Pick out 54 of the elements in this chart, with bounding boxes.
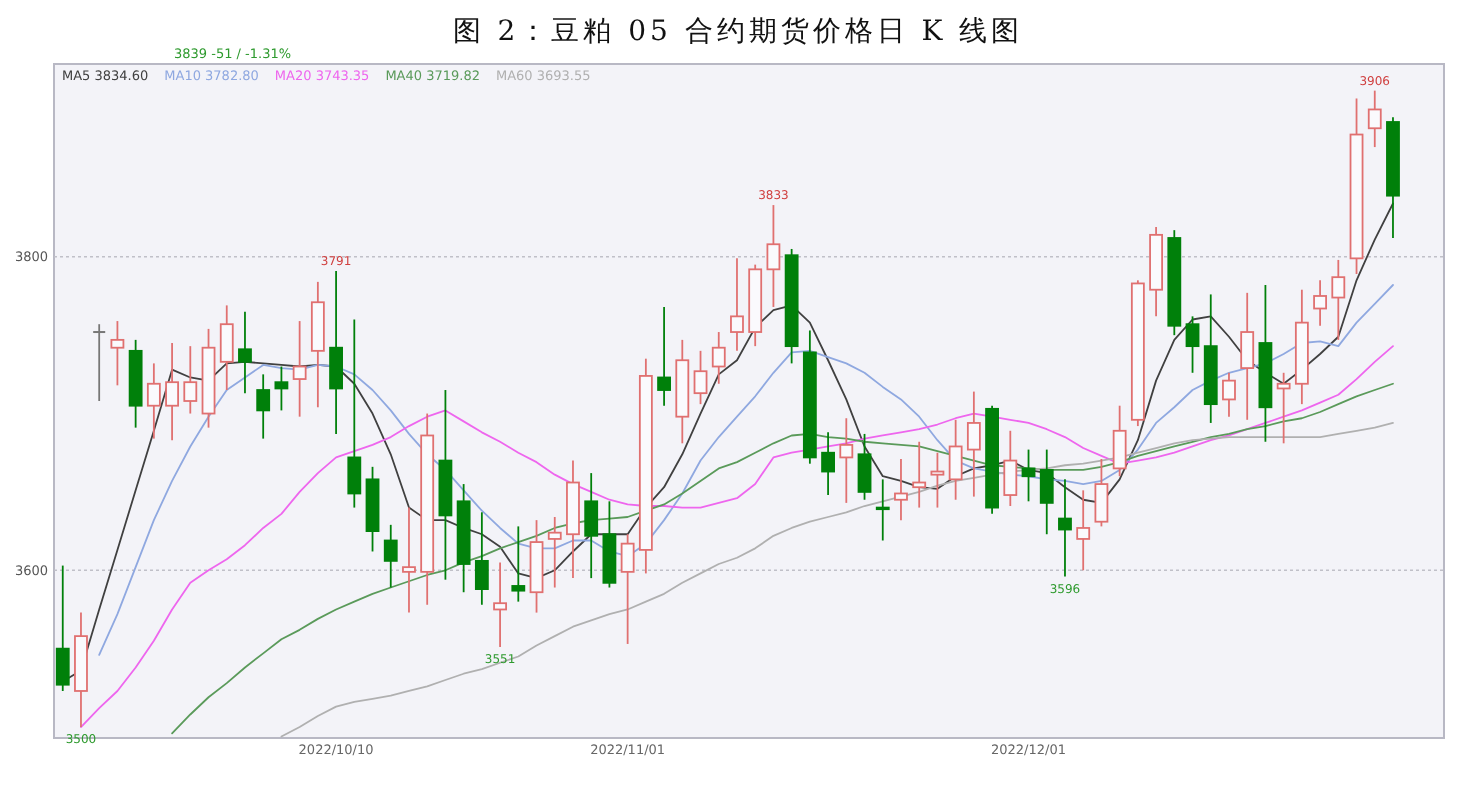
candlestick bbox=[1021, 448, 1036, 503]
candlestick bbox=[821, 431, 835, 496]
candlestick bbox=[693, 349, 708, 406]
candlestick bbox=[183, 345, 198, 415]
candlestick bbox=[1185, 315, 1200, 374]
candlestick bbox=[1058, 478, 1072, 578]
candlestick bbox=[292, 320, 307, 418]
candlestick bbox=[912, 440, 927, 509]
candlestick bbox=[1039, 448, 1054, 536]
candlestick bbox=[402, 506, 416, 614]
candlestick bbox=[1367, 89, 1382, 148]
candlestick bbox=[730, 257, 744, 352]
candlestick bbox=[1094, 458, 1109, 528]
candlestick bbox=[110, 320, 125, 387]
candlestick bbox=[493, 561, 507, 648]
candlestick bbox=[92, 323, 107, 402]
line-series bbox=[98, 284, 1394, 656]
candlestick bbox=[219, 304, 234, 391]
candlestick bbox=[1331, 259, 1346, 341]
candlestick bbox=[329, 270, 343, 435]
candlestick bbox=[584, 472, 599, 580]
candlestick bbox=[966, 390, 981, 498]
line-series bbox=[80, 345, 1394, 728]
candlestick bbox=[1313, 279, 1327, 327]
candlestick bbox=[857, 433, 872, 501]
candlestick bbox=[930, 451, 945, 509]
candlestick bbox=[1003, 429, 1018, 507]
candlestick bbox=[657, 306, 671, 407]
candlestick bbox=[165, 342, 179, 442]
candlestick bbox=[711, 331, 726, 385]
candlestick bbox=[383, 523, 398, 589]
line-series bbox=[280, 422, 1394, 738]
candlestick bbox=[547, 516, 562, 589]
candlestick bbox=[511, 525, 526, 603]
candlestick bbox=[839, 417, 854, 504]
chart-title: 图 2：豆粕 05 合约期货价格日 K 线图 bbox=[452, 16, 1024, 48]
candlestick bbox=[894, 458, 908, 522]
candlestick bbox=[347, 318, 362, 509]
candlestick bbox=[238, 310, 252, 395]
candlestick bbox=[1076, 489, 1091, 572]
candlestick bbox=[55, 564, 70, 692]
candlestick bbox=[256, 373, 271, 440]
candlestick bbox=[274, 365, 289, 412]
candlestick bbox=[875, 478, 890, 542]
candlestick bbox=[948, 418, 963, 501]
line-series bbox=[171, 382, 1394, 735]
candlestick bbox=[1276, 371, 1291, 445]
candlestick bbox=[766, 204, 781, 308]
candlestick bbox=[620, 533, 635, 645]
candlestick bbox=[146, 362, 161, 440]
candlestick bbox=[474, 511, 489, 606]
candlestick bbox=[1240, 291, 1255, 421]
candlestick bbox=[1112, 404, 1127, 478]
candlestick bbox=[1222, 371, 1236, 418]
